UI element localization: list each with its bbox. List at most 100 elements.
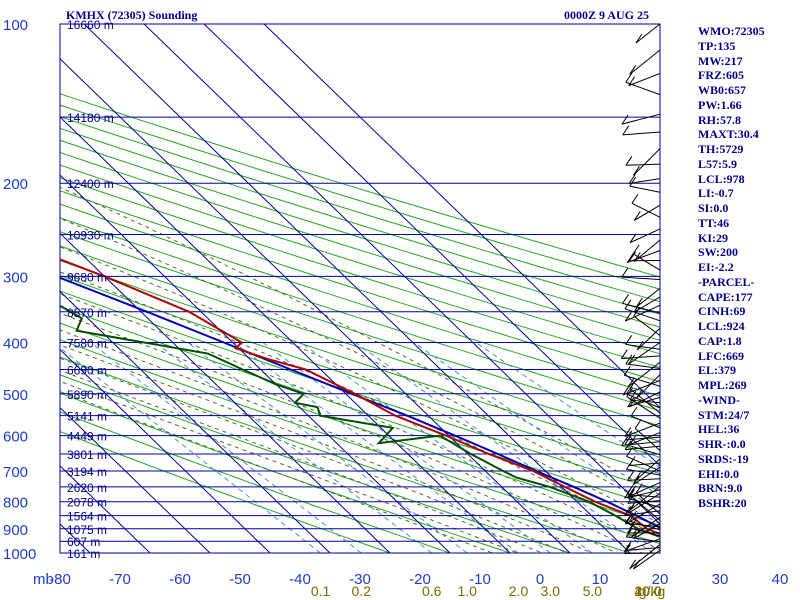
barb-flag [628,456,636,466]
barb-shaft [630,415,661,429]
wind-barb [628,485,661,512]
dry-adiabat [60,306,660,509]
index-item: CINH:69 [698,304,746,319]
dry-adiabat [60,151,660,341]
barb-flag [633,306,641,317]
wind-barb [633,204,661,221]
index-item: MPL:269 [698,378,747,392]
dry-adiabat [60,290,660,491]
temperature-trace [60,258,660,536]
barb-flag [635,33,643,44]
barb-flag [621,114,629,125]
barb-shaft [629,178,661,184]
barb-shaft [626,455,661,472]
height-label: 2078 m [67,496,107,510]
index-item: MAXT:30.4 [698,127,759,142]
barb-flag [625,354,633,365]
isotherm-line [60,116,511,553]
wind-barb [629,391,661,408]
dry-adiabat [60,116,660,303]
barb-shaft [625,445,661,451]
barb-shaft [625,81,661,96]
height-label: 5890 m [67,388,107,402]
height-label: 12400 m [67,177,114,191]
index-item: KI:29 [698,230,728,245]
dry-adiabat [60,339,660,545]
barb-shaft [628,485,661,512]
index-item: STM:24/7 [698,407,750,422]
barb-flag [625,527,633,538]
barb-shaft [629,49,661,75]
wind-barb [624,422,661,438]
barb-flag [635,389,643,399]
wind-barb [625,156,661,166]
wind-barb [633,148,661,176]
index-item: EI:-2.2 [698,260,734,274]
index-item: -PARCEL- [698,274,755,289]
pressure-tick-label: 900 [3,522,28,539]
temperature-tick-label: 40 [772,571,789,588]
barb-flag [625,72,633,83]
temperature-tick-label: -70 [109,571,131,588]
barb-shaft [631,516,661,538]
barb-shaft [633,204,661,221]
mixing-ratio-tick-label: 10.0 [634,583,661,599]
temperature-tick-label: -10 [469,571,491,588]
pressure-tick-label: 800 [3,495,28,512]
wind-barb [623,366,661,387]
height-label: 3194 m [67,465,107,479]
wind-barb [628,342,661,365]
moist-adiabat [60,344,594,553]
moist-adiabat [60,217,660,511]
temperature-tick-label: 0 [536,571,544,588]
wind-barb [635,287,661,308]
index-item: MW:217 [698,53,743,68]
barb-flag [624,506,632,516]
index-item: TP:135 [698,38,736,53]
stability-indices-panel: WMO:72305 TP:135 MW:217 FRZ:605 WB0:657 PW:1.… [698,24,765,511]
barb-shaft [633,549,661,570]
wind-barb [628,174,661,184]
barb-flag [622,125,630,136]
pressure-unit-label: mb [33,571,54,588]
barb-flag [622,294,629,304]
barb-flag [629,435,637,445]
temperature-tick-label: 10 [592,571,609,588]
index-item: SW:200 [698,245,739,260]
barb-shaft [621,113,661,125]
mixing-ratio-line [300,342,593,553]
moist-adiabat [60,329,619,553]
index-item: PW:1.66 [698,97,742,112]
temperature-tick-label: -80 [49,571,71,588]
wind-barb [627,361,661,388]
isotherm-line [60,348,271,553]
height-label: 9680 m [67,270,107,284]
wind-barb [629,228,661,244]
index-item: LFC:669 [698,348,744,363]
mixing-ratio-tick-label: 0.1 [311,583,331,599]
index-item: SRDS:-19 [698,451,749,466]
isotherm-line [263,24,660,409]
dry-adiabat [60,356,632,553]
wind-barb [625,354,661,370]
temperature-tick-label: -60 [169,571,191,588]
wind-barb [620,349,661,360]
index-item: -WIND- [698,392,740,407]
wind-barb [625,72,661,96]
index-item: BRN:9.0 [698,481,743,496]
index-item: L57:5.9 [698,156,737,171]
height-label: 16660 m [67,18,114,32]
isotherm-line [83,24,631,553]
barb-flag [629,233,637,243]
pressure-tick-label: 100 [3,17,28,34]
mixing-ratio-line [262,342,551,553]
dry-adiabat [60,231,660,427]
barb-shaft [626,468,661,476]
barb-shaft [625,436,661,441]
temperature-tick-label: -30 [349,571,371,588]
barb-shaft [634,458,661,482]
barb-shaft [627,500,661,504]
mixing-ratio-tick-label: 5.0 [583,583,603,599]
